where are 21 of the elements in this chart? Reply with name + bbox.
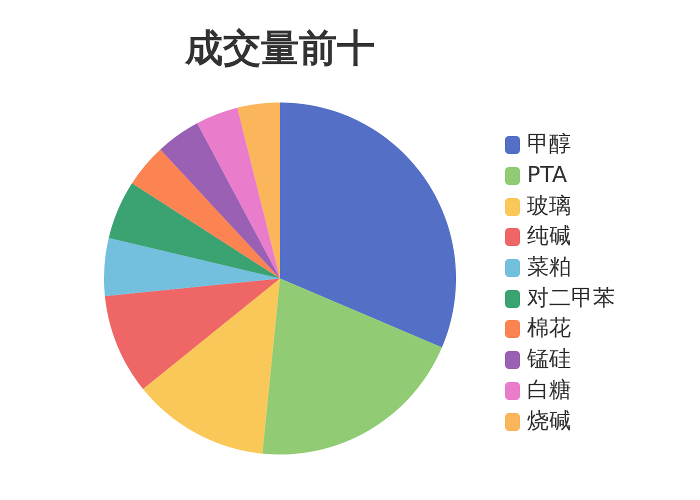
pie-slice <box>262 278 442 454</box>
pie-slice <box>142 278 280 454</box>
legend-label: 棉花 <box>527 316 571 342</box>
legend-label: PTA <box>527 163 568 190</box>
legend-label: 甲醇 <box>527 132 571 158</box>
pie-slice <box>197 108 280 278</box>
pie-slice <box>104 238 280 296</box>
pie-slice <box>108 183 280 278</box>
chart-title: 成交量前十 <box>184 25 376 72</box>
pie-slice <box>280 102 456 348</box>
pie-slice <box>237 102 280 278</box>
legend-label: 玻璃 <box>527 194 571 220</box>
pie-slice <box>104 278 280 389</box>
legend-label: 对二甲苯 <box>527 286 615 312</box>
legend-label: 菜粕 <box>527 255 571 282</box>
pie-slice <box>132 149 280 278</box>
legend-label: 烧碱 <box>527 408 571 435</box>
pie-slice <box>160 123 280 278</box>
legend-label: 纯碱 <box>527 224 571 250</box>
legend-label: 白糖 <box>527 378 571 404</box>
legend-label: 锰硅 <box>527 347 571 374</box>
